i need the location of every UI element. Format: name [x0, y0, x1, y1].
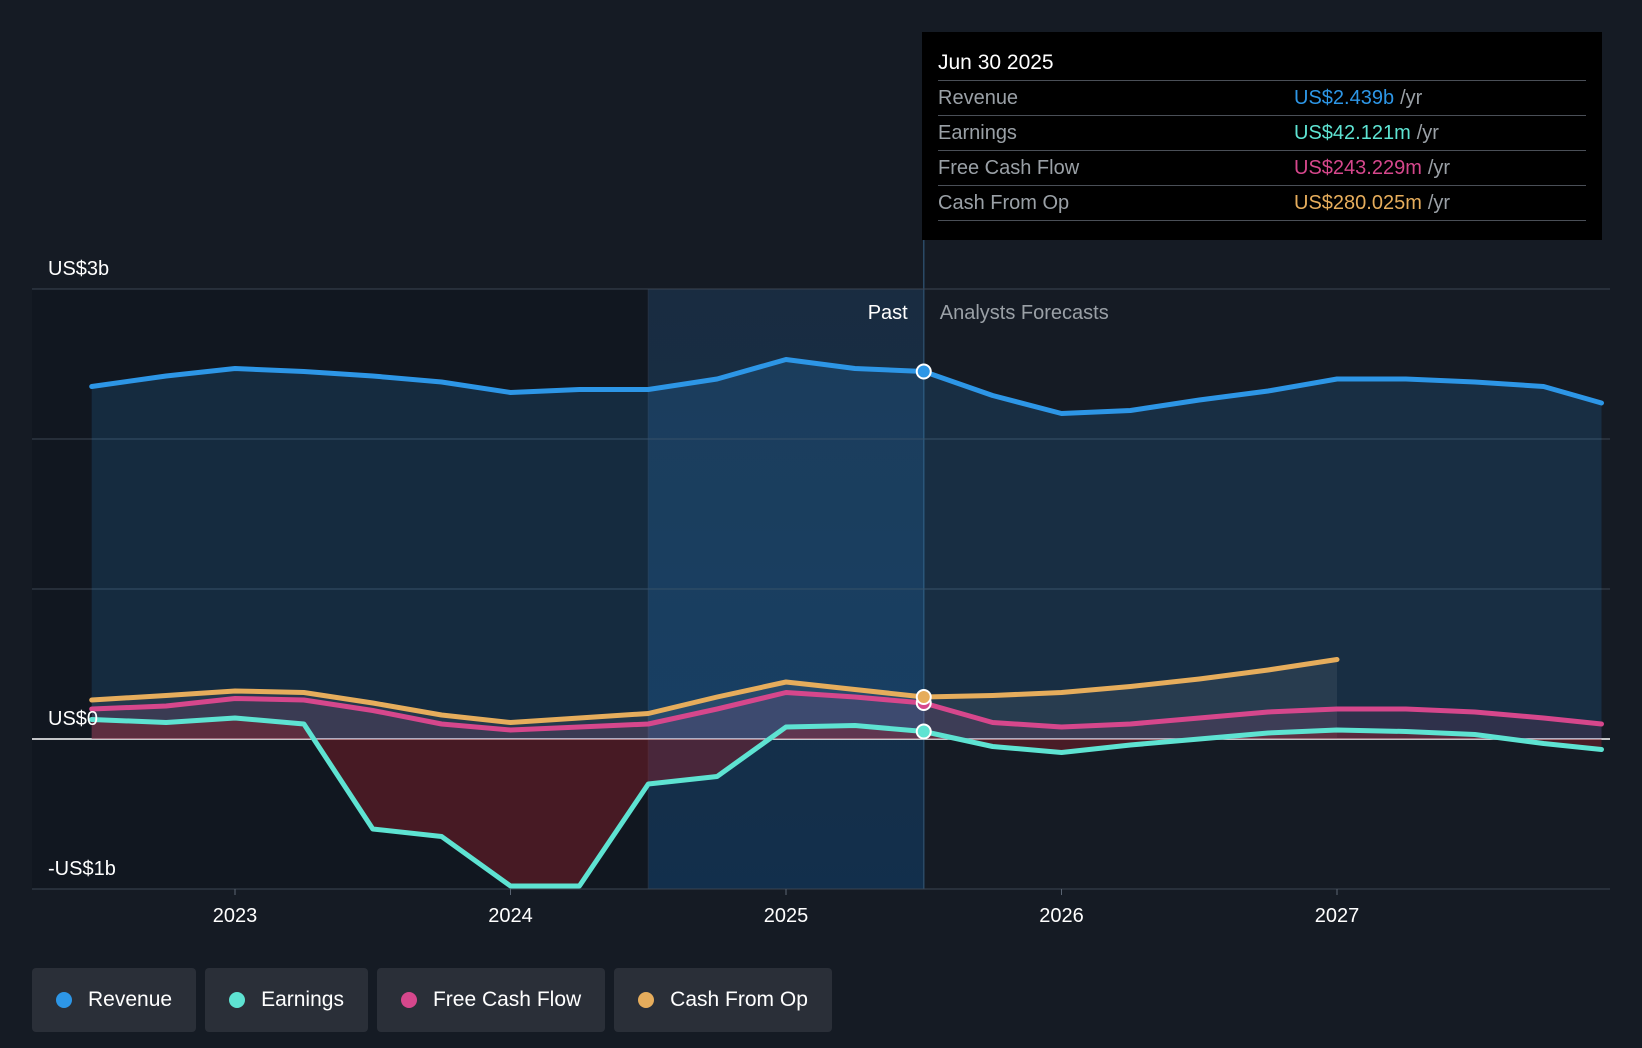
tooltip-unit: /yr [1400, 87, 1423, 109]
legend: Revenue Earnings Free Cash Flow Cash Fro… [32, 968, 832, 1032]
earnings-marker [915, 723, 932, 740]
cash-from-op-marker [915, 689, 932, 705]
tooltip-row-cash-from-op: Cash From Op US$280.025m /yr [938, 186, 1586, 221]
legend-item-earnings[interactable]: Earnings [205, 968, 368, 1032]
tooltip-label: Revenue [938, 87, 1019, 109]
tooltip-value: US$243.229m [1294, 157, 1422, 179]
earnings-area [91, 718, 1602, 886]
tooltip-label: Free Cash Flow [938, 157, 1080, 179]
x-tick-label: 2023 [213, 905, 258, 927]
x-tick-label: 2024 [488, 905, 533, 927]
forecast-label: Analysts Forecasts [940, 302, 1109, 324]
y-tick-label: -US$1b [48, 858, 116, 880]
legend-item-revenue[interactable]: Revenue [32, 968, 197, 1032]
chart: -US$1b US$0 US$3b 2023 2024 2025 2026 2027 Past A… [32, 240, 1610, 927]
legend-label: Free Cash Flow [432, 988, 582, 1011]
free-cash-flow-line [89, 690, 1604, 733]
legend-label: Revenue [88, 988, 173, 1011]
x-tick-label: 2026 [1039, 905, 1084, 927]
tooltip-value: US$280.025m [1294, 192, 1422, 214]
tooltip-row-free-cash-flow: Free Cash Flow US$243.229m /yr [938, 151, 1586, 186]
tooltip-date: Jun 30 2025 [938, 46, 1586, 81]
earnings-dot-icon [229, 992, 246, 1008]
past-label: Past [868, 302, 908, 324]
cash-from-op-dot-icon [638, 992, 655, 1008]
tooltip-label: Earnings [938, 122, 1017, 144]
tooltip: Jun 30 2025 Revenue US$2.439b /yr Earnin… [922, 32, 1602, 240]
legend-label: Cash From Op [670, 988, 808, 1011]
revenue-area [91, 359, 1602, 739]
free-cash-flow-dot-icon [400, 992, 417, 1008]
tooltip-label: Cash From Op [938, 192, 1070, 214]
revenue-dot-icon [56, 992, 72, 1008]
legend-label: Earnings [261, 988, 344, 1011]
tooltip-value: US$42.121m [1294, 122, 1411, 144]
tooltip-unit: /yr [1416, 122, 1439, 144]
x-tick-label: 2027 [1315, 905, 1360, 927]
tooltip-unit: /yr [1427, 192, 1451, 214]
tooltip-row-earnings: Earnings US$42.121m /yr [938, 116, 1586, 151]
axis-labels: -US$1b US$0 US$3b 2023 2024 2025 2026 2027 Past A… [48, 258, 1359, 927]
hover-markers [915, 363, 932, 740]
earnings-line [89, 715, 1604, 889]
gridlines [32, 288, 1610, 890]
legend-item-cash-from-op[interactable]: Cash From Op [614, 968, 832, 1032]
revenue-marker [915, 363, 932, 380]
y-tick-label: US$0 [48, 708, 98, 730]
cash-from-op-line [89, 657, 1340, 725]
legend-item-free-cash-flow[interactable]: Free Cash Flow [376, 968, 606, 1032]
y-tick-label: US$3b [48, 258, 109, 280]
tooltip-unit: /yr [1427, 157, 1451, 179]
x-tick-label: 2025 [764, 905, 809, 927]
tooltip-row-revenue: Revenue US$2.439b /yr [938, 81, 1586, 116]
revenue-line [89, 357, 1604, 416]
series-lines [89, 357, 1604, 889]
tooltip-value: US$2.439b [1294, 87, 1395, 109]
